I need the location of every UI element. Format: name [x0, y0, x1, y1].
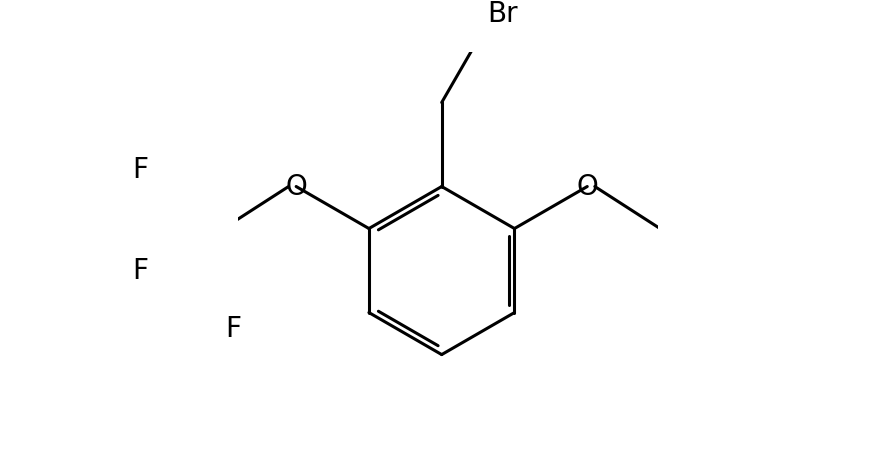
Text: Br: Br [487, 0, 518, 28]
Text: F: F [226, 314, 242, 342]
Text: F: F [133, 256, 149, 285]
Text: O: O [285, 172, 307, 200]
Text: F: F [133, 156, 149, 184]
Text: O: O [576, 172, 599, 200]
